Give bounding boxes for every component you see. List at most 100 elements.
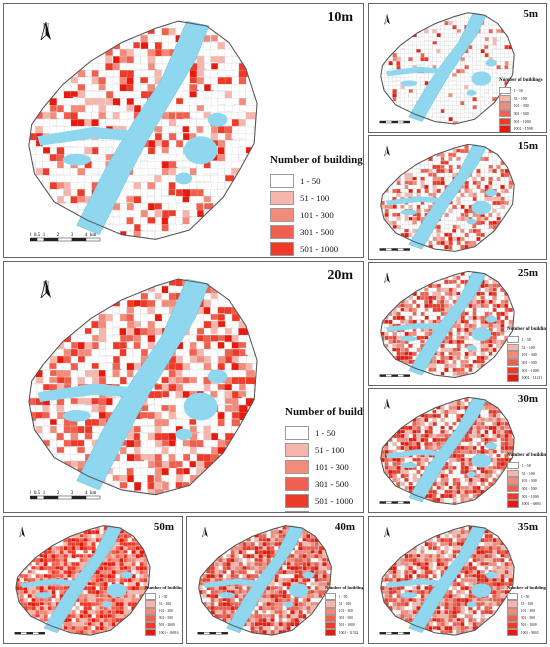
building-cell [448,457,453,463]
building-cell [492,437,498,443]
legend-swatch [499,125,511,132]
building-cell [140,411,149,419]
building-cell [51,589,56,595]
building-cell [224,411,232,420]
building-cell [232,404,241,412]
building-cell [83,621,88,626]
building-cell [488,351,493,356]
city-boundary [380,270,515,378]
building-cell [135,573,140,578]
building-cell [75,565,81,570]
building-cell [408,53,413,58]
building-cell [432,367,437,372]
building-cell [464,327,469,333]
building-cell [428,291,433,297]
building-cell [448,413,454,419]
building-cell [508,184,513,189]
building-cell [400,441,405,446]
building-cell [246,369,255,378]
building-cell [49,161,59,169]
lake [400,462,418,469]
building-cell [133,182,142,190]
building-cell [70,397,79,405]
building-cell [119,446,127,455]
building-cell [126,355,135,363]
building-cell [488,172,494,177]
legend-item: 101 - 300 [499,102,529,110]
building-cell [420,33,426,37]
building-cell [476,355,482,361]
building-cell [416,307,421,313]
building-cell [384,461,390,467]
building-cell [404,307,410,313]
building-cell [404,429,410,435]
building-cell [484,216,489,221]
building-cell [147,175,155,183]
lake [207,112,228,127]
north-arrow-icon [19,527,25,538]
legend-swatch [145,607,157,615]
building-cell [404,180,410,185]
lake [471,327,492,341]
building-cell [133,196,142,204]
building-cell [456,204,462,209]
building-cell [71,573,76,579]
building-cell [133,334,142,342]
building-cell [140,348,148,357]
legend-swatch [507,484,519,493]
building-cell [51,549,56,554]
legend-label: 301 - 500 [158,616,173,621]
building-cell [155,182,162,190]
building-cell [400,303,405,308]
building-cell [87,609,92,614]
legend-item: 1001 - 11211 [507,374,542,382]
building-cell [49,147,57,156]
building-cell [468,188,473,194]
building-cell [112,84,121,93]
building-cell [392,347,397,352]
building-cell [147,446,155,455]
building-cell [444,53,449,57]
legend-label: 1 - 50 [521,463,531,469]
building-cell [492,81,497,86]
legend-swatch [285,493,309,508]
building-cell [496,421,501,427]
building-cell [79,553,84,558]
legend-label: 501 - 1000 [521,493,539,499]
building-cell [408,355,413,360]
building-cell [126,203,135,212]
building-cell [388,77,393,82]
building-cell [428,363,433,369]
legend-swatch [507,500,519,508]
building-cell [49,376,58,383]
legend-title: Number of buildings [270,154,364,166]
building-cell [476,172,482,178]
building-cell [147,299,157,308]
building-cell [140,446,149,455]
building-cell [203,348,212,357]
channel [20,578,81,589]
building-cell [384,196,389,202]
building-cell [468,57,473,62]
legend-swatch [499,109,511,118]
building-cell [71,545,76,551]
building-cell [496,327,501,332]
building-cell [140,77,149,84]
channel [37,126,139,146]
building-cell [464,81,469,85]
building-cell [496,160,501,166]
building-cell [420,465,426,471]
building-cell [84,362,93,372]
building-cell [71,541,76,547]
building-cell [47,605,52,611]
building-cell [492,208,497,213]
building-cell [400,101,406,106]
building-cell [464,65,470,70]
lake [485,442,497,450]
building-cell [99,529,104,535]
building-cell [39,553,44,558]
building-cell [196,126,204,133]
building-cell [147,411,156,420]
building-cell [456,93,462,97]
